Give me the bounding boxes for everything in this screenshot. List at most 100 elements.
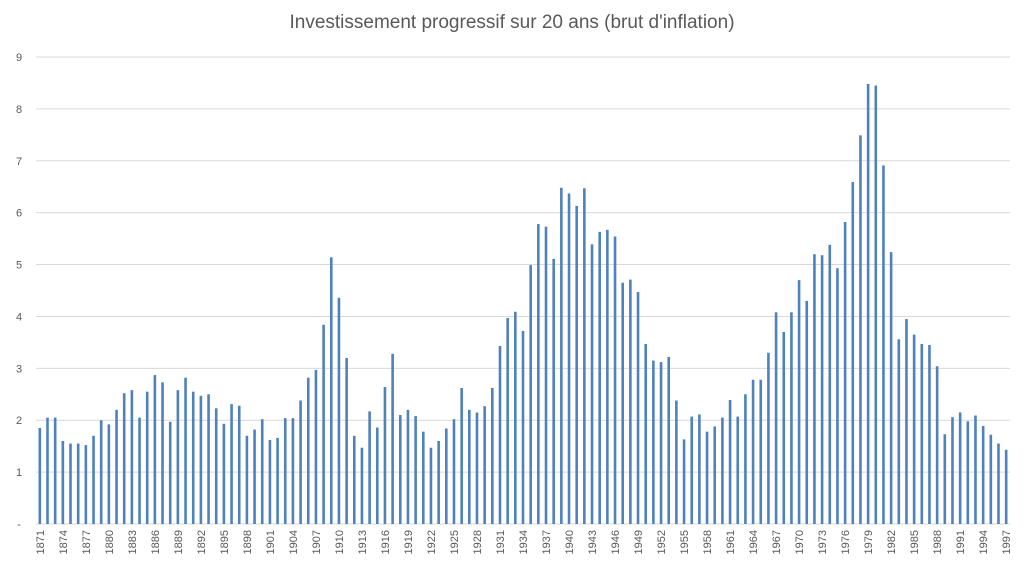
bar bbox=[744, 394, 747, 524]
x-tick-label: 1979 bbox=[863, 530, 875, 554]
bar bbox=[475, 412, 479, 524]
bar bbox=[790, 312, 793, 524]
bar bbox=[836, 268, 839, 524]
x-tick-label: 1988 bbox=[932, 530, 944, 554]
bar bbox=[583, 188, 586, 524]
x-tick-label: 1994 bbox=[978, 530, 990, 554]
x-tick-label: 1976 bbox=[840, 530, 852, 554]
bar bbox=[713, 426, 717, 524]
x-tick-label: 1892 bbox=[196, 530, 208, 554]
bar bbox=[889, 252, 893, 524]
x-tick-label: 1883 bbox=[127, 530, 139, 554]
bar bbox=[352, 435, 356, 524]
bar bbox=[429, 447, 433, 524]
bar bbox=[398, 415, 402, 524]
bar bbox=[61, 440, 65, 524]
y-tick-label: - bbox=[17, 519, 21, 531]
bar bbox=[866, 83, 870, 524]
bar bbox=[974, 415, 977, 524]
x-tick-label: 1898 bbox=[242, 530, 254, 554]
bar bbox=[107, 424, 111, 524]
bar bbox=[406, 409, 410, 524]
bar bbox=[422, 431, 425, 524]
y-tick-label: 2 bbox=[16, 415, 22, 427]
x-tick-label: 1916 bbox=[380, 530, 392, 554]
bar bbox=[621, 282, 624, 524]
x-tick-label: 1907 bbox=[311, 530, 323, 554]
x-tick-label: 1973 bbox=[817, 530, 829, 554]
bar bbox=[76, 443, 80, 524]
bar bbox=[514, 311, 517, 524]
bar bbox=[483, 406, 486, 524]
x-tick-label: 1958 bbox=[702, 530, 714, 554]
bar bbox=[537, 224, 540, 524]
bar bbox=[360, 447, 364, 524]
x-tick-label: 1886 bbox=[150, 530, 162, 554]
bar bbox=[928, 344, 931, 524]
bar bbox=[828, 244, 832, 524]
x-tick-label: 1991 bbox=[955, 530, 967, 554]
chart-title: Investissement progressif sur 20 ans (br… bbox=[289, 12, 735, 33]
bar bbox=[283, 418, 287, 524]
bar bbox=[997, 443, 1000, 524]
bar bbox=[314, 369, 318, 524]
bar bbox=[191, 391, 195, 524]
bar bbox=[368, 411, 371, 524]
bar bbox=[575, 205, 578, 525]
x-tick-label: 1919 bbox=[403, 530, 415, 554]
bar bbox=[598, 231, 601, 524]
bar bbox=[943, 434, 947, 524]
bar bbox=[774, 312, 778, 524]
bar bbox=[460, 388, 463, 524]
bar bbox=[644, 343, 648, 524]
x-tick-label: 1967 bbox=[771, 530, 783, 554]
x-tick-label: 1943 bbox=[587, 530, 599, 554]
x-tick-label: 1934 bbox=[518, 530, 530, 554]
bar bbox=[667, 356, 671, 524]
bar bbox=[989, 434, 993, 524]
bar bbox=[306, 377, 310, 524]
bar bbox=[276, 437, 279, 524]
bar bbox=[736, 416, 740, 524]
bar bbox=[751, 379, 755, 524]
bar bbox=[168, 421, 172, 524]
x-tick-label: 1874 bbox=[58, 530, 70, 554]
x-tick-label: 1871 bbox=[35, 530, 47, 554]
x-tick-label: 1949 bbox=[633, 530, 645, 554]
bar bbox=[882, 165, 885, 524]
bar bbox=[613, 236, 617, 525]
bar bbox=[935, 366, 939, 524]
bar bbox=[498, 346, 502, 524]
x-tick-label: 1964 bbox=[748, 530, 760, 554]
bar bbox=[291, 418, 295, 524]
bar bbox=[797, 280, 801, 524]
bar bbox=[375, 427, 379, 524]
bar bbox=[138, 417, 141, 524]
bar bbox=[38, 428, 42, 524]
bar bbox=[230, 404, 233, 524]
bar bbox=[629, 279, 632, 524]
bar bbox=[659, 362, 663, 524]
bar bbox=[122, 393, 126, 524]
bar bbox=[560, 187, 563, 524]
y-tick-label: 8 bbox=[16, 104, 22, 116]
bar bbox=[951, 417, 954, 524]
bar bbox=[92, 435, 95, 524]
x-tick-label: 1952 bbox=[656, 530, 668, 554]
bar bbox=[521, 330, 525, 524]
bar bbox=[529, 265, 532, 524]
y-tick-label: 7 bbox=[16, 156, 22, 168]
x-tick-label: 1880 bbox=[104, 530, 116, 554]
bar bbox=[682, 439, 686, 524]
bar bbox=[912, 334, 916, 524]
bar bbox=[567, 193, 571, 524]
x-tick-label: 1937 bbox=[541, 530, 553, 554]
bar bbox=[115, 409, 118, 524]
x-tick-label: 1931 bbox=[495, 530, 507, 554]
bar bbox=[782, 332, 786, 524]
bar bbox=[544, 226, 548, 524]
bar bbox=[636, 292, 640, 524]
bar bbox=[322, 324, 325, 524]
bar bbox=[69, 443, 72, 524]
